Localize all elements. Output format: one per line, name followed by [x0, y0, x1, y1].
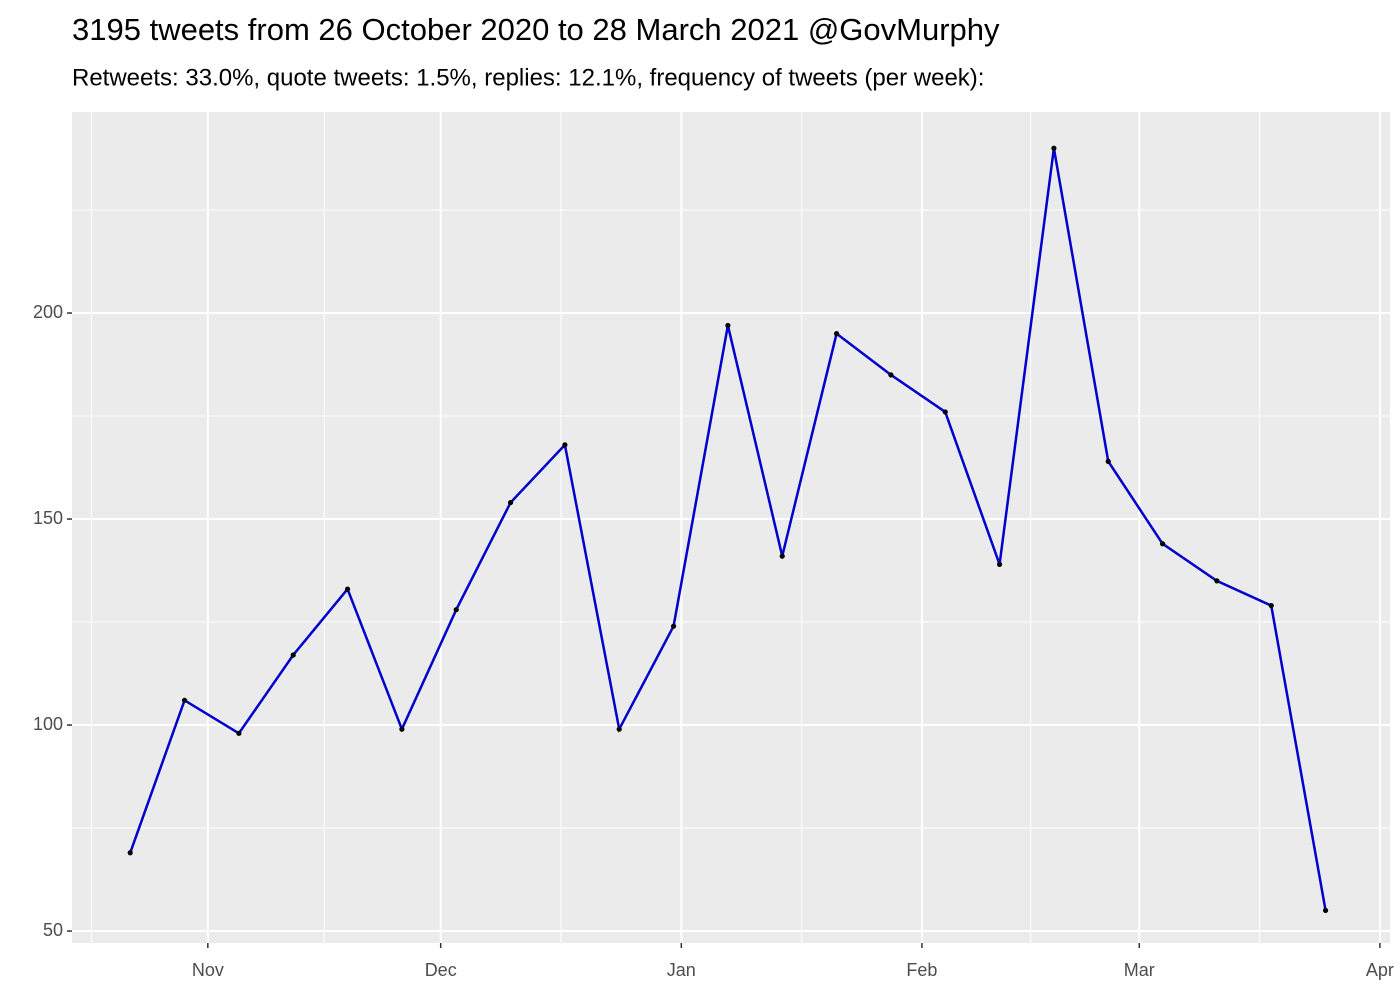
data-point [725, 322, 731, 329]
y-tick-label: 100 [33, 714, 63, 734]
data-point [344, 586, 351, 592]
data-point [779, 553, 785, 559]
chart-subtitle: Retweets: 33.0%, quote tweets: 1.5%, rep… [72, 64, 984, 91]
data-point [1051, 145, 1057, 151]
x-tick-label: Apr [1366, 960, 1394, 980]
data-point [127, 850, 133, 856]
data-point [1268, 602, 1274, 609]
data-point [399, 726, 405, 732]
data-point [833, 331, 840, 337]
data-point [562, 442, 568, 448]
data-point [181, 697, 188, 703]
data-point [888, 372, 894, 378]
data-point [290, 652, 296, 658]
data-point [1322, 907, 1329, 914]
data-point [1105, 458, 1111, 464]
x-tick-label: Nov [192, 960, 224, 980]
data-point [996, 561, 1003, 567]
data-point [670, 623, 677, 629]
data-point [1214, 578, 1220, 584]
y-tick-label: 150 [33, 508, 63, 528]
y-tick-label: 200 [33, 302, 63, 322]
plot-panel [72, 112, 1390, 943]
y-tick-label: 50 [43, 920, 63, 940]
data-point [453, 607, 459, 613]
x-tick-label: Feb [906, 960, 937, 980]
chart-title: 3195 tweets from 26 October 2020 to 28 M… [72, 12, 1000, 47]
data-point [1159, 541, 1166, 547]
data-point [942, 409, 948, 415]
x-tick-label: Dec [425, 960, 457, 980]
data-point [236, 730, 242, 736]
x-tick-label: Mar [1124, 960, 1155, 980]
data-point [507, 499, 514, 506]
x-tick-label: Jan [667, 960, 696, 980]
data-point [616, 726, 622, 732]
